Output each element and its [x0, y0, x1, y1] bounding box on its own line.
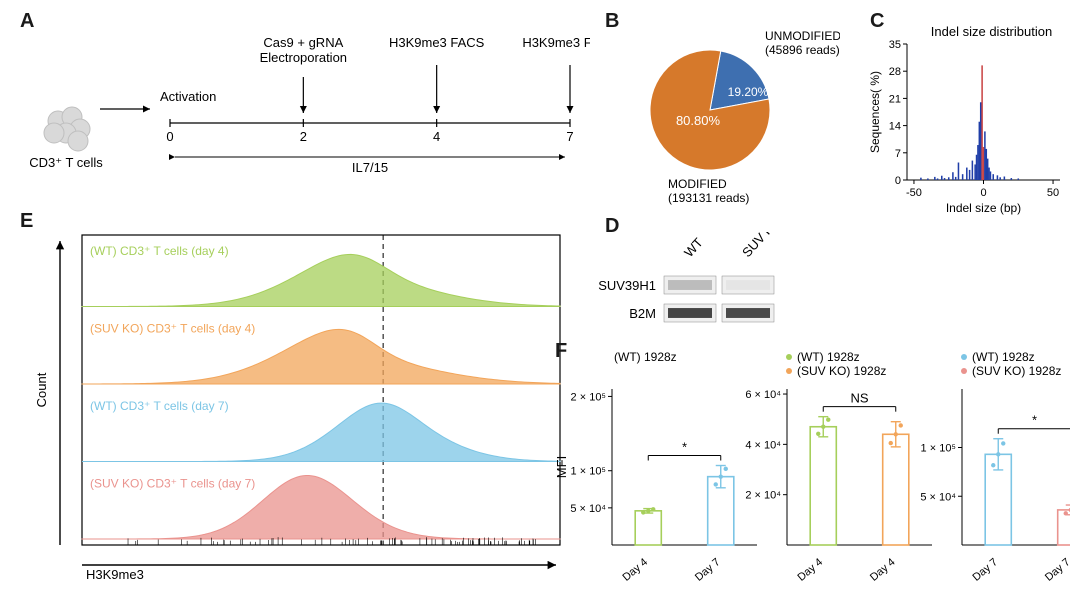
svg-text:Cas9 + gRNA: Cas9 + gRNA — [263, 35, 343, 50]
svg-text:5 × 10⁴: 5 × 10⁴ — [570, 503, 606, 515]
svg-text:H3K9me3 FACS: H3K9me3 FACS — [389, 35, 485, 50]
svg-text:14: 14 — [889, 121, 901, 133]
svg-text:MFI: MFI — [554, 456, 569, 478]
svg-text:4: 4 — [433, 129, 440, 144]
svg-text:H3K9me3: H3K9me3 — [86, 567, 144, 582]
svg-text:B2M: B2M — [629, 306, 656, 321]
svg-text:2 × 10⁴: 2 × 10⁴ — [745, 490, 781, 502]
svg-text:(WT) 1928z: (WT) 1928z — [972, 350, 1035, 364]
svg-text:H3K9me3 FACS: H3K9me3 FACS — [522, 35, 590, 50]
svg-text:SUV39H1: SUV39H1 — [598, 278, 656, 293]
svg-text:19.20%: 19.20% — [728, 85, 769, 99]
svg-text:0: 0 — [166, 129, 173, 144]
svg-text:Count: Count — [34, 372, 49, 407]
svg-text:Indel size distribution: Indel size distribution — [931, 24, 1052, 39]
svg-text:(45896 reads): (45896 reads) — [765, 43, 840, 57]
svg-text:(WT) 1928z: (WT) 1928z — [797, 350, 860, 364]
svg-text:*: * — [1032, 413, 1037, 428]
panel-e-svg: (WT) CD3⁺ T cells (day 4) (SUV KO) CD3⁺ T… — [30, 225, 585, 595]
svg-text:Day 7: Day 7 — [970, 556, 1000, 584]
svg-text:(193131 reads): (193131 reads) — [668, 191, 749, 205]
svg-text:28: 28 — [889, 66, 901, 78]
svg-text:Day 4: Day 4 — [620, 556, 650, 584]
svg-text:(SUV KO) 1928z: (SUV KO) 1928z — [972, 364, 1061, 378]
svg-text:(SUV KO) CD3⁺ T cells (day 4): (SUV KO) CD3⁺ T cells (day 4) — [90, 322, 255, 336]
svg-text:1 × 10⁵: 1 × 10⁵ — [571, 466, 606, 478]
svg-text:Sequences( %): Sequences( %) — [868, 71, 882, 153]
svg-text:SUV KO: SUV KO — [739, 232, 783, 260]
svg-text:UNMODIFIED: UNMODIFIED — [765, 29, 840, 43]
svg-text:2 × 10⁵: 2 × 10⁵ — [571, 391, 606, 403]
svg-text:WT: WT — [681, 235, 706, 260]
panel-f-svg: MFI 5 × 10⁴ 1 × 10⁵ 2 × 10⁵ Day 4 Day 7 * (WT) … — [550, 345, 1070, 600]
svg-text:NS: NS — [850, 391, 868, 406]
svg-text:Day 4: Day 4 — [868, 556, 898, 584]
svg-text:7: 7 — [566, 129, 573, 144]
svg-text:*: * — [682, 440, 687, 455]
svg-text:-50: -50 — [906, 187, 922, 199]
svg-text:Day 7: Day 7 — [693, 556, 723, 584]
svg-text:Indel size (bp): Indel size (bp) — [946, 201, 1021, 215]
svg-text:21: 21 — [889, 93, 901, 105]
svg-text:35: 35 — [889, 39, 901, 51]
svg-text:4 × 10⁴: 4 × 10⁴ — [745, 439, 781, 451]
svg-text:(WT) CD3⁺ T cells (day 4): (WT) CD3⁺ T cells (day 4) — [90, 244, 229, 258]
panel-c-svg: Indel size distribution 0 7 14 21 28 35 -50 0 50 I… — [865, 20, 1065, 220]
panel-a-svg: CD3⁺ T cells Activation 0 2 4 7 Cas9 + gRNAEle… — [30, 25, 590, 190]
svg-text:0: 0 — [895, 175, 901, 187]
svg-text:Day 7: Day 7 — [1043, 556, 1070, 584]
panel-b-svg: 19.20% 80.80% UNMODIFIED(45896 reads) MODIF… — [600, 18, 840, 208]
svg-text:2: 2 — [300, 129, 307, 144]
svg-text:5 × 10⁴: 5 × 10⁴ — [920, 491, 956, 503]
svg-text:1 × 10⁵: 1 × 10⁵ — [921, 443, 956, 455]
svg-text:CD3⁺ T cells: CD3⁺ T cells — [30, 155, 103, 170]
svg-text:(WT) CD3⁺ T cells (day 7): (WT) CD3⁺ T cells (day 7) — [90, 399, 229, 413]
svg-text:6 × 10⁴: 6 × 10⁴ — [745, 389, 781, 401]
svg-text:7: 7 — [895, 148, 901, 160]
svg-text:Electroporation: Electroporation — [260, 50, 347, 65]
svg-text:80.80%: 80.80% — [676, 113, 721, 128]
svg-text:(WT) 1928z: (WT) 1928z — [614, 350, 677, 364]
svg-text:IL7/15: IL7/15 — [352, 160, 388, 175]
panel-d-svg: WT SUV KO SUV39H1 B2M — [568, 232, 783, 332]
svg-text:MODIFIED: MODIFIED — [668, 177, 727, 191]
svg-text:Activation: Activation — [160, 89, 216, 104]
svg-text:(SUV KO) 1928z: (SUV KO) 1928z — [797, 364, 886, 378]
svg-text:0: 0 — [980, 187, 986, 199]
svg-text:50: 50 — [1047, 187, 1059, 199]
svg-text:Day 4: Day 4 — [795, 556, 825, 584]
svg-text:(SUV KO) CD3⁺ T cells (day 7): (SUV KO) CD3⁺ T cells (day 7) — [90, 477, 255, 491]
